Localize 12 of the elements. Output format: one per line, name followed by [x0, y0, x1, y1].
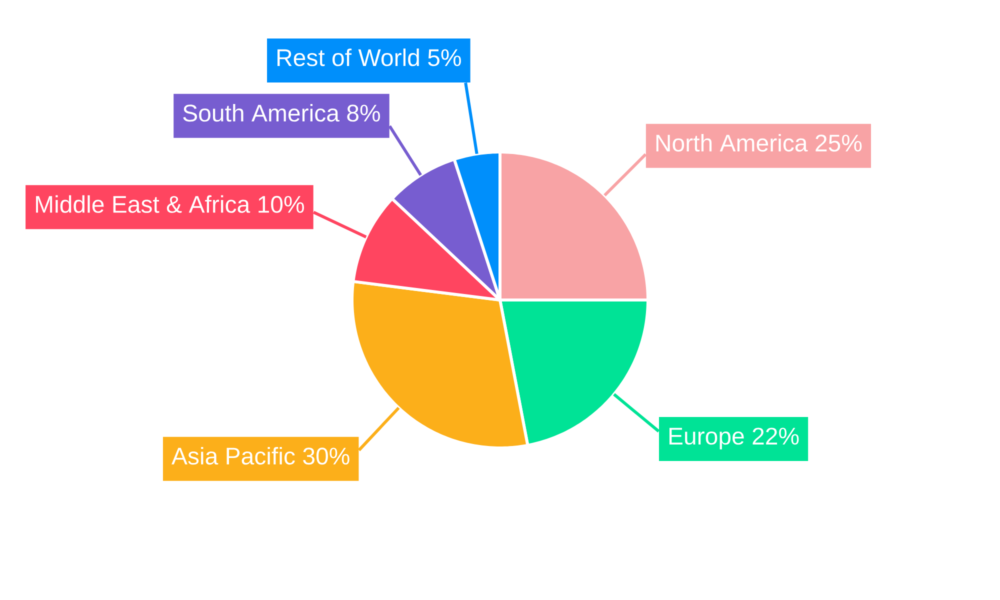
- data-label: 5%: [428, 49, 461, 66]
- slice-label: North America: [656, 134, 808, 152]
- slice-label: South America: [183, 104, 340, 122]
- slice-label: Europe: [669, 428, 744, 450]
- data-label: 22%: [752, 428, 799, 445]
- slice-label: Asia Pacific: [172, 447, 295, 465]
- data-label: 8%: [347, 104, 380, 122]
- data-label: 30%: [303, 448, 350, 465]
- slice-label: Middle East & Africa: [36, 195, 250, 213]
- slice-label: Rest of World: [278, 48, 419, 66]
- data-label: 10%: [258, 196, 304, 213]
- data-label: 25%: [816, 134, 862, 152]
